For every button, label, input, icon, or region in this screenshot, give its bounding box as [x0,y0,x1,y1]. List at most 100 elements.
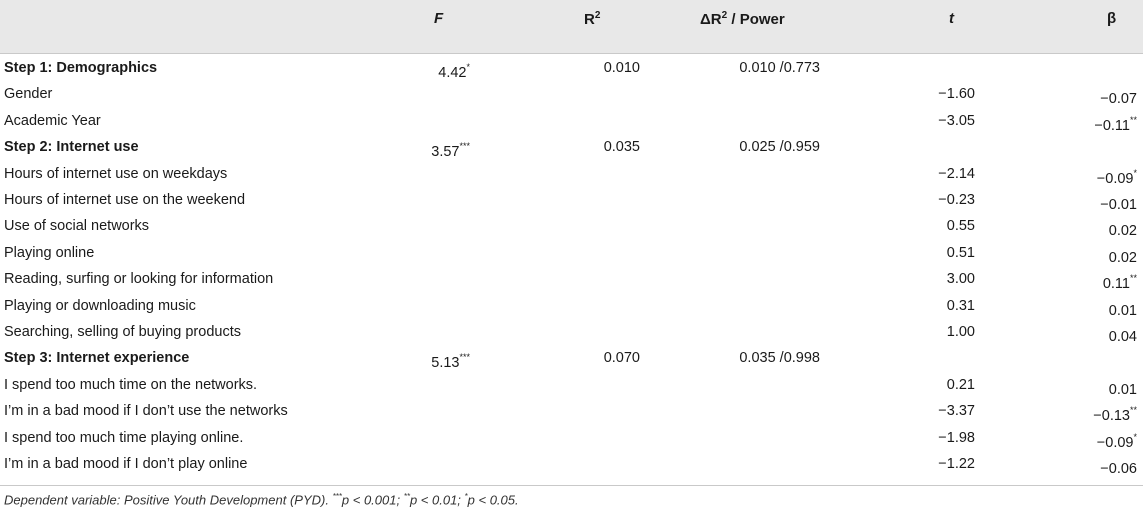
step-row: Step 1: Demographics 4.42* 0.010 0.010 /0.7… [0,55,1143,81]
footnote-sig3-text: p < 0.05. [467,492,519,508]
cell-beta: 0.02 [1020,240,1137,266]
cell-r2 [540,425,640,451]
cell-beta-value: −0.13 [1093,408,1130,425]
cell-t: −3.37 [938,403,975,420]
cell-beta [1020,345,1137,371]
cell-delta-r2-power [660,240,820,266]
cell-beta: −0.09* [1020,425,1137,451]
cell-beta-significance: * [1133,167,1137,178]
cell-r2: 0.010 [603,60,640,76]
table-row: I’m in a bad mood if I don’t play online… [0,451,1143,477]
cell-r2 [540,187,640,213]
table-footnote: Dependent variable: Positive Youth Devel… [4,492,519,507]
header-t: t [949,10,954,27]
cell-beta-significance: ** [1129,273,1137,284]
cell-beta-value: 0.11 [1102,276,1130,293]
cell-beta-value: 0.02 [1108,249,1137,266]
table-row: Use of social networks 0.55 0.02 [0,213,1143,239]
cell-r2 [540,266,640,292]
header-f-label: F [434,10,444,27]
cell-f [360,266,470,292]
cell-f-significance: * [466,62,470,72]
header-delta-r2-power: ΔR2 / Power [700,10,785,28]
cell-beta: 0.01 [1020,293,1137,319]
cell-t: 0.55 [946,218,975,235]
table-row: Playing online 0.51 0.02 [0,240,1143,266]
table-row: I spend too much time playing online. −1.… [0,425,1143,451]
cell-f [360,398,470,424]
cell-beta-value: −0.11 [1094,117,1130,134]
cell-f [360,451,470,477]
row-label: Use of social networks [4,218,150,235]
cell-beta-value: −0.07 [1100,91,1137,108]
cell-t: 3.00 [946,271,975,288]
row-label: I’m in a bad mood if I don’t use the net… [4,403,288,420]
row-label: Playing online [4,244,95,261]
cell-delta-r2-power [660,319,820,345]
row-label: I’m in a bad mood if I don’t play online [4,456,248,472]
cell-t: 0.51 [946,244,975,261]
cell-beta-significance: ** [1129,405,1137,416]
cell-beta: −0.07 [1020,81,1137,107]
header-delta-r2-label: ΔR [700,11,722,28]
cell-beta [1020,134,1137,160]
cell-t: 1.00 [946,324,975,340]
cell-t: −3.05 [938,112,975,129]
cell-f [360,213,470,239]
cell-r2 [540,319,640,345]
cell-beta: 0.11** [1020,266,1137,292]
table-row: Hours of internet use on the weekend −0.2… [0,187,1143,213]
row-label: Hours of internet use on the weekend [4,192,246,208]
cell-delta-r2-power: 0.025 /0.959 [739,139,820,156]
table-row: Gender −1.60 −0.07 [0,81,1143,107]
table-row: I spend too much time on the networks. 0.… [0,372,1143,398]
cell-delta-r2-power [660,108,820,134]
header-power-label: / Power [727,11,785,28]
cell-delta-r2-power [660,213,820,239]
cell-r2 [540,108,640,134]
step-row: Step 2: Internet use 3.57*** 0.035 0.025 /0… [0,134,1143,160]
cell-beta: 0.01 [1020,372,1137,398]
row-label: I spend too much time playing online. [4,429,244,446]
footnote-sig3-marker: * [464,492,468,501]
footnote-sig2-text: p < 0.01; [409,492,465,508]
step-label: Step 3: Internet experience [4,350,190,367]
cell-beta: 0.04 [1020,319,1137,345]
cell-f [360,81,470,107]
cell-t: −1.22 [938,456,975,472]
step-label: Step 2: Internet use [4,139,139,156]
header-t-label: t [949,10,954,27]
header-divider [0,53,1143,54]
header-r2: R2 [584,10,600,28]
cell-delta-r2-power: 0.035 /0.998 [739,350,820,367]
cell-t: −2.14 [938,165,975,182]
cell-f [360,187,470,213]
footnote-sig1-text: p < 0.001; [341,492,404,508]
cell-t [860,134,975,160]
step-label: Step 1: Demographics [4,60,158,76]
table-row: Hours of internet use on weekdays −2.14 −0… [0,161,1143,187]
cell-r2 [540,240,640,266]
table-header-band [0,0,1143,53]
row-label: Reading, surfing or looking for informat… [4,271,274,288]
cell-delta-r2-power: 0.010 /0.773 [739,60,820,76]
cell-beta: −0.11** [1020,108,1137,134]
cell-f [360,372,470,398]
cell-beta-significance: * [1133,431,1137,442]
cell-f [360,425,470,451]
cell-f-significance: *** [459,352,470,363]
cell-beta-value: 0.04 [1108,328,1137,345]
table-row: Searching, selling of buying products 1.0… [0,319,1143,345]
cell-r2 [540,293,640,319]
table-row: Academic Year −3.05 −0.11** [0,108,1143,134]
cell-delta-r2-power [660,81,820,107]
cell-f-value: 3.57 [431,144,460,161]
row-label: Gender [4,86,53,103]
cell-f [360,161,470,187]
cell-r2 [540,372,640,398]
row-label: I spend too much time on the networks. [4,376,258,393]
cell-t: 0.31 [946,297,975,314]
cell-r2 [540,161,640,187]
cell-r2 [540,398,640,424]
cell-beta-value: −0.09 [1096,170,1134,187]
